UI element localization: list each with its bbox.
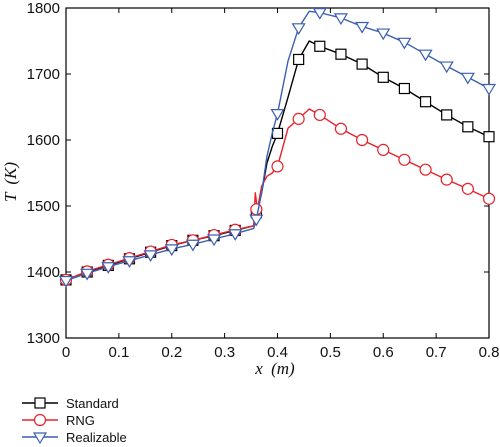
data-point-standard bbox=[356, 58, 368, 70]
data-point-realizable bbox=[206, 234, 222, 247]
data-point-realizable bbox=[101, 262, 116, 274]
data-point-realizable bbox=[270, 108, 285, 121]
legend-label: Standard bbox=[66, 396, 119, 411]
series-realizable bbox=[58, 8, 497, 288]
legend-item-standard: Standard bbox=[22, 396, 119, 411]
x-tick-label: 0.1 bbox=[108, 344, 129, 361]
x-tick-label: 0.2 bbox=[161, 344, 182, 361]
data-point-realizable bbox=[376, 28, 391, 41]
data-point-realizable bbox=[418, 49, 433, 62]
data-point-rng bbox=[461, 182, 474, 195]
data-point-realizable bbox=[143, 250, 158, 263]
legend-label: Realizable bbox=[66, 430, 127, 445]
data-point-standard bbox=[271, 127, 284, 139]
data-point-standard bbox=[377, 71, 389, 83]
data-point-realizable bbox=[481, 83, 497, 96]
data-point-realizable bbox=[80, 268, 95, 281]
y-axis-label: T (K) bbox=[1, 162, 20, 202]
data-point-realizable bbox=[397, 37, 412, 50]
legend-marker bbox=[34, 397, 46, 409]
data-point-rng bbox=[377, 143, 390, 156]
y-tick-label: 1500 bbox=[27, 198, 60, 215]
data-point-realizable bbox=[249, 214, 264, 227]
data-point-standard bbox=[462, 121, 474, 133]
data-point-realizable bbox=[460, 72, 475, 85]
data-point-standard bbox=[419, 96, 432, 108]
data-point-rng bbox=[440, 173, 453, 186]
x-tick-label: 0.5 bbox=[320, 344, 341, 361]
y-axis-ticks: 1300 1400 1500 1600 1700 1800 bbox=[27, 0, 489, 347]
data-point-rng bbox=[419, 163, 432, 176]
data-point-standard bbox=[293, 53, 305, 66]
data-point-realizable bbox=[439, 61, 454, 74]
series-line-realizable bbox=[65, 10, 490, 282]
data-point-realizable bbox=[122, 256, 137, 268]
x-tick-label: 0.4 bbox=[267, 344, 288, 361]
legend-marker bbox=[33, 413, 47, 427]
x-tick-label: 0.3 bbox=[214, 344, 235, 361]
x-tick-label: 0.7 bbox=[426, 344, 447, 361]
data-point-rng bbox=[356, 133, 369, 147]
y-tick-label: 1300 bbox=[27, 330, 60, 347]
y-tick-label: 1800 bbox=[27, 0, 60, 17]
data-point-realizable bbox=[185, 239, 200, 252]
data-point-realizable bbox=[164, 244, 179, 257]
legend-label: RNG bbox=[66, 413, 95, 428]
legend-item-rng: RNG bbox=[22, 413, 95, 428]
y-tick-label: 1400 bbox=[27, 264, 60, 281]
x-axis-label: x (m) bbox=[254, 359, 295, 378]
y-tick-label: 1600 bbox=[27, 132, 60, 149]
data-point-realizable bbox=[291, 23, 306, 35]
legend-item-realizable: Realizable bbox=[22, 430, 127, 445]
series-line-rng bbox=[65, 108, 490, 281]
data-point-rng bbox=[334, 122, 348, 135]
x-tick-label: 0.6 bbox=[373, 344, 394, 361]
data-point-rng bbox=[398, 153, 411, 166]
data-point-standard bbox=[398, 82, 410, 95]
legend: Standard RNG Realizable bbox=[22, 396, 127, 445]
x-tick-label: 0.8 bbox=[479, 344, 500, 361]
data-point-rng bbox=[482, 192, 496, 205]
data-point-rng bbox=[313, 108, 326, 122]
data-point-realizable bbox=[228, 229, 243, 241]
data-point-standard bbox=[314, 40, 326, 52]
data-point-standard bbox=[335, 48, 347, 60]
legend-marker bbox=[32, 432, 48, 445]
data-point-rng bbox=[292, 112, 305, 125]
data-point-standard bbox=[483, 131, 495, 143]
x-axis-ticks: 0 0.1 0.2 0.3 0.4 0.5 0.6 0.7 0.8 bbox=[62, 8, 500, 361]
data-point-realizable bbox=[58, 275, 74, 288]
data-point-rng bbox=[250, 203, 263, 216]
data-point-rng bbox=[271, 160, 284, 173]
y-tick-label: 1700 bbox=[27, 66, 60, 83]
data-point-standard bbox=[441, 109, 453, 121]
data-point-realizable bbox=[355, 21, 370, 34]
data-point-realizable bbox=[333, 13, 349, 26]
series-layer bbox=[58, 8, 497, 288]
x-tick-label: 0 bbox=[62, 344, 70, 361]
data-point-realizable bbox=[312, 8, 327, 20]
